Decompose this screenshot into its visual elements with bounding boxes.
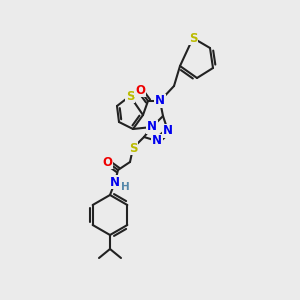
Text: N: N (147, 121, 157, 134)
Text: N: N (110, 176, 120, 188)
Text: O: O (135, 83, 145, 97)
Text: S: S (189, 32, 197, 44)
Text: N: N (155, 94, 165, 107)
Text: S: S (129, 142, 137, 154)
Text: N: N (152, 134, 162, 148)
Text: N: N (163, 124, 173, 137)
Text: S: S (126, 89, 134, 103)
Text: O: O (102, 155, 112, 169)
Text: H: H (121, 182, 129, 192)
